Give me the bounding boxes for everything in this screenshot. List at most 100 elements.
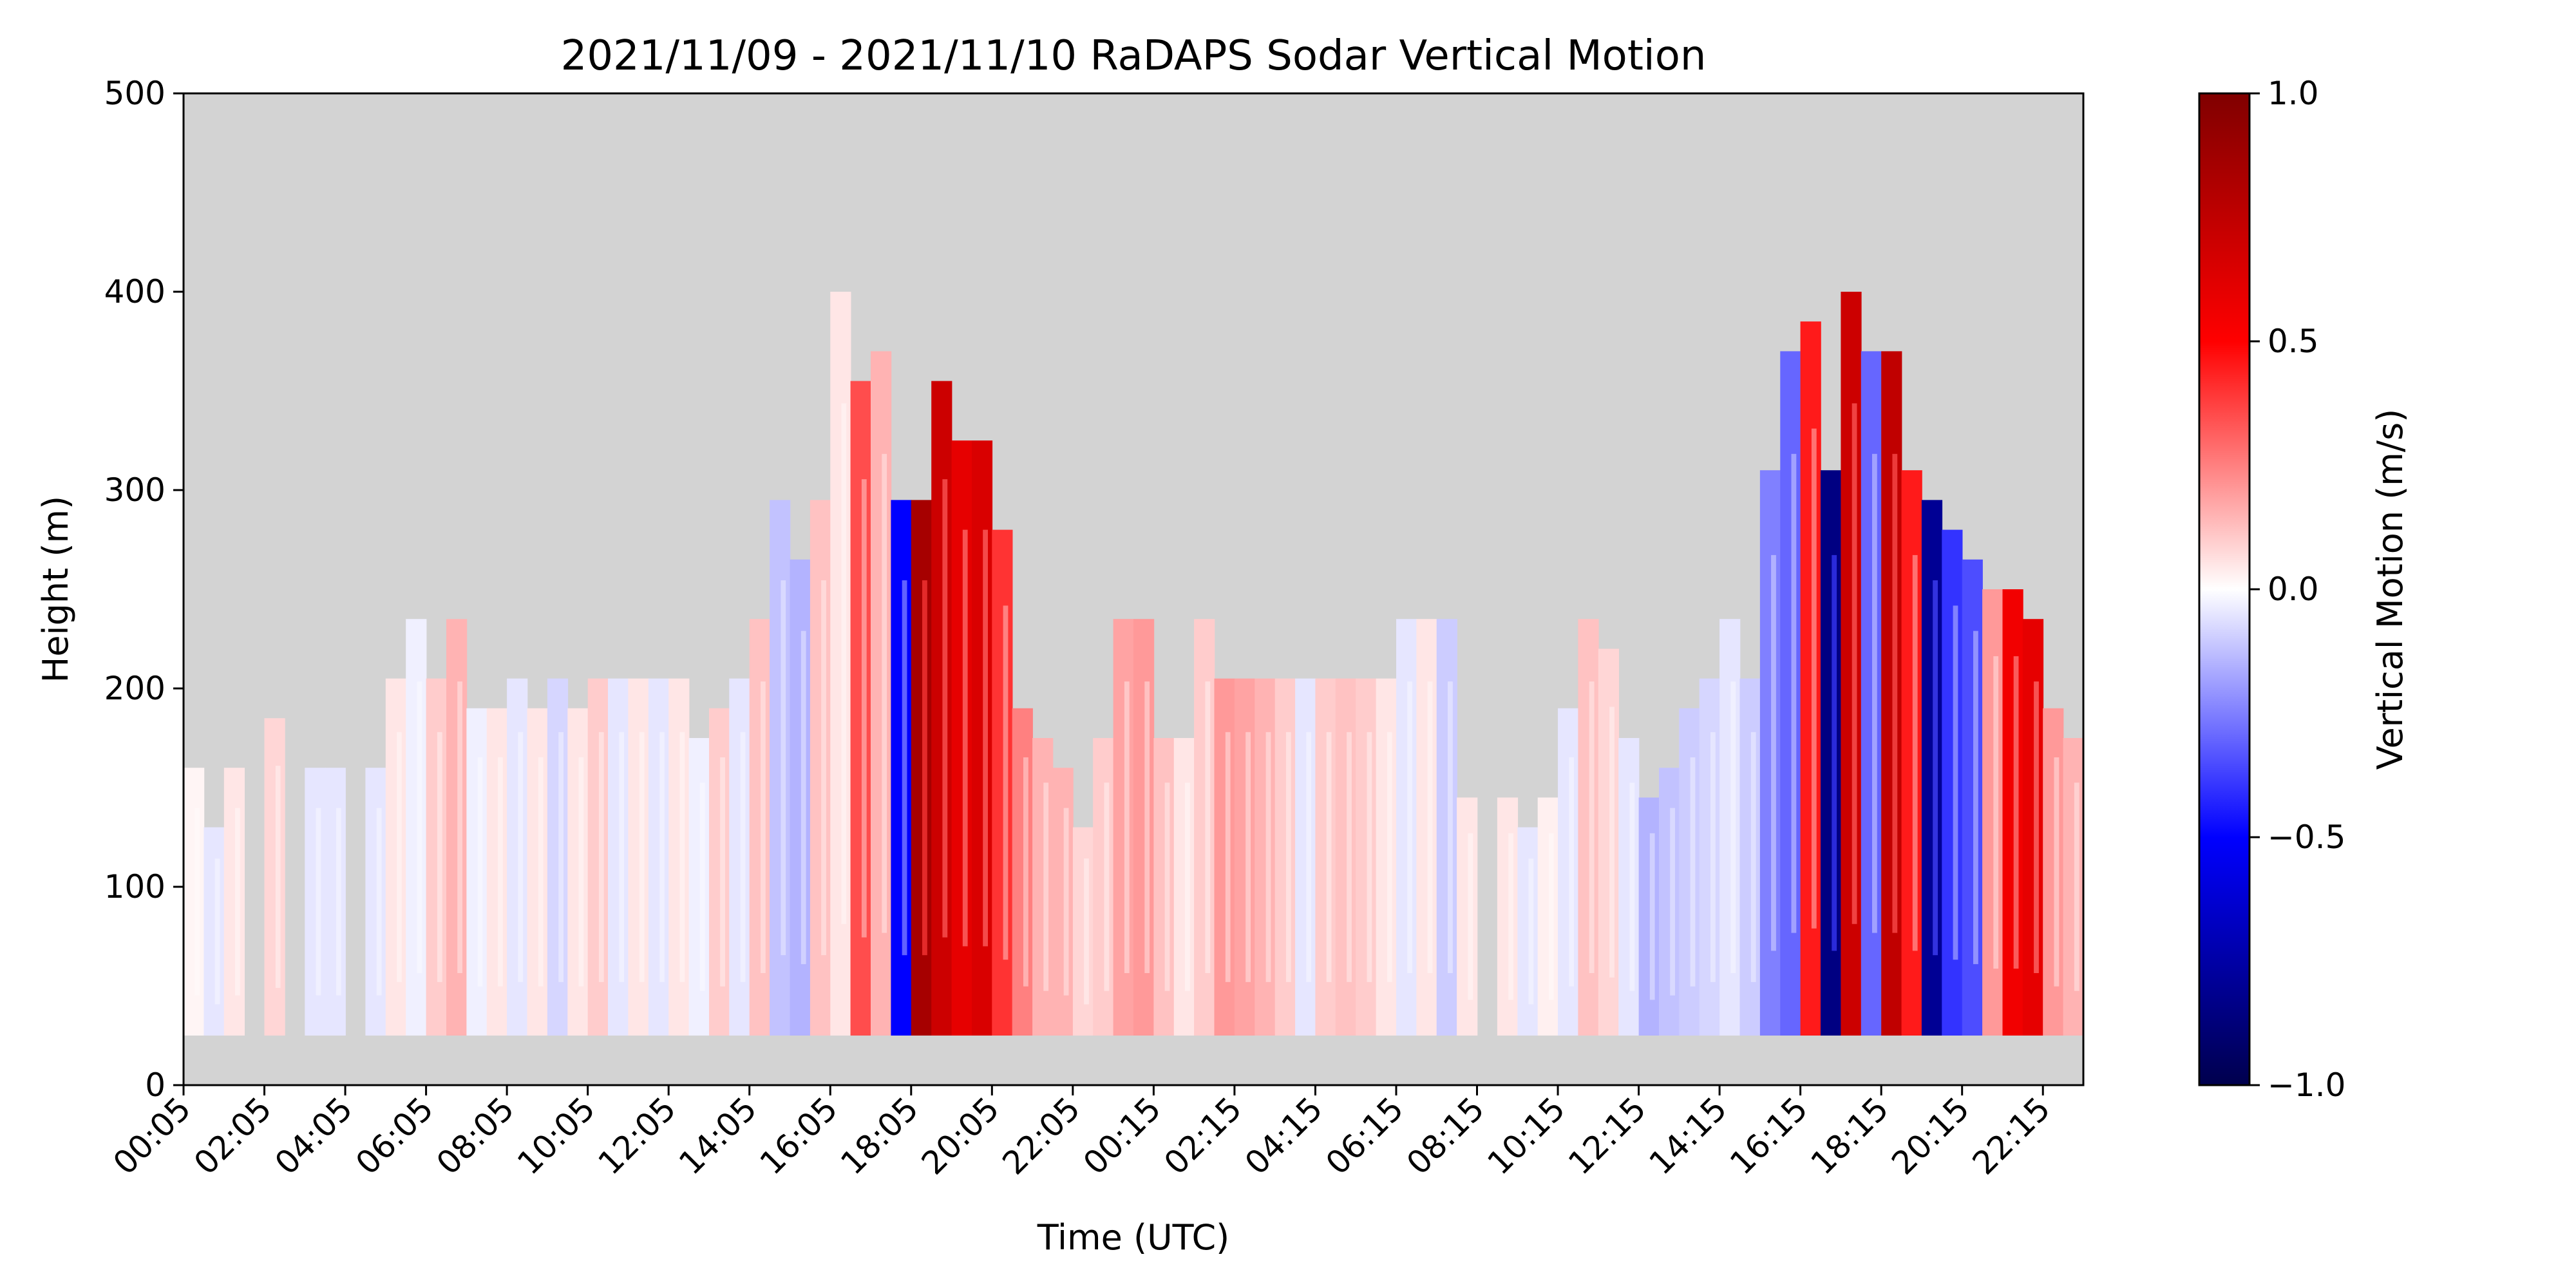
heatmap-cell [1659,768,1680,1036]
heatmap-cell [1255,678,1276,1036]
heatmap-cell [891,500,912,1036]
heatmap-streak [1710,732,1716,982]
heatmap-streak [659,732,665,982]
heatmap-streak [1407,681,1412,973]
heatmap-streak [1973,630,1978,965]
heatmap-cell [305,768,326,1036]
heatmap-streak [598,732,604,982]
heatmap-streak [841,403,847,924]
heatmap-cell [871,351,892,1036]
heatmap-streak [1185,782,1190,991]
heatmap-cell [1719,619,1741,1036]
heatmap-streak [1306,732,1312,982]
heatmap-cell [810,500,831,1036]
heatmap-streak [1629,782,1635,991]
heatmap-cell [325,768,346,1036]
x-tick-label: 08:15 [1399,1090,1492,1182]
heatmap-streak [1892,453,1898,933]
heatmap-cell [911,500,932,1036]
heatmap-cell [729,678,750,1036]
heatmap-streak [194,808,200,996]
plot-frame [182,92,2085,1086]
heatmap-cell [1537,797,1558,1036]
heatmap-streak [781,580,786,956]
colorbar-tick-label: 0.0 [2268,571,2319,608]
x-tick-label: 14:05 [672,1090,764,1182]
heatmap-streak [1347,732,1352,982]
heatmap-cell [688,738,710,1036]
heatmap-streak [902,580,907,956]
heatmap-streak [1912,554,1918,951]
heatmap-streak [518,732,524,982]
heatmap-streak [1569,757,1575,987]
x-tick-label: 12:15 [1561,1090,1653,1182]
heatmap-streak [720,757,725,987]
heatmap-cell [1416,619,1437,1036]
heatmap-cell [951,440,972,1036]
heatmap-cell [1436,619,1457,1036]
heatmap-streak [1084,858,1089,1005]
heatmap-cell [1173,738,1195,1036]
heatmap-streak [1367,732,1372,982]
colorbar-tick-label: 0.5 [2268,323,2319,360]
heatmap-cell [1739,678,1761,1036]
heatmap-streak [761,681,766,973]
heatmap-streak [1265,732,1271,982]
heatmap-cell [1113,619,1134,1036]
heatmap-streak [1670,808,1675,996]
heatmap-cell [608,678,629,1036]
heatmap-streak [1548,833,1554,1000]
heatmap-cell [1214,678,1235,1036]
heatmap-streak [397,732,402,982]
x-tick-label: 14:15 [1642,1090,1734,1182]
heatmap-cell [2002,589,2023,1036]
heatmap-cell [1153,738,1175,1036]
x-tick-label: 02:05 [187,1090,279,1182]
heatmap-cell [1962,559,1983,1036]
heatmap-streak [578,757,584,987]
heatmap-streak [558,732,564,982]
heatmap-streak [1427,681,1433,973]
heatmap-streak [1225,732,1231,982]
heatmap-cell [1861,351,1882,1036]
heatmap-streak [2074,782,2079,991]
heatmap-streak [1205,681,1211,973]
heatmap-streak [1508,833,1513,1000]
colorbar [2198,92,2251,1086]
heatmap-cell [204,827,225,1036]
heatmap-streak [1649,833,1655,1000]
heatmap-streak [1448,681,1453,973]
heatmap-cell [446,619,468,1036]
heatmap-cell [1618,738,1640,1036]
heatmap-streak [800,630,806,965]
colorbar-tick-label: −1.0 [2268,1066,2345,1104]
heatmap-streak [477,757,483,987]
heatmap-cell [850,381,871,1036]
heatmap-cell [1699,678,1720,1036]
heatmap-streak [740,732,746,982]
heatmap-streak [639,732,645,982]
heatmap-cell [1032,738,1054,1036]
x-tick-label: 06:05 [348,1090,440,1182]
heatmap-cell [365,768,386,1036]
heatmap-cell [486,708,507,1036]
heatmap-streak [1528,858,1534,1005]
heatmap-cell [790,559,811,1036]
colorbar-tick-label: −0.5 [2268,819,2345,856]
heatmap-cell [2063,738,2083,1036]
heatmap-cell [1315,678,1336,1036]
x-tick-label: 16:05 [753,1090,845,1182]
heatmap-cell [1679,708,1700,1036]
heatmap-streak [214,858,220,1005]
x-tick-label: 20:05 [914,1090,1007,1182]
heatmap-cell [1194,619,1215,1036]
heatmap-streak [1730,681,1736,973]
heatmap-cell [1457,797,1478,1036]
y-tick-label: 0 [145,1066,166,1104]
heatmap-cell [1274,678,1296,1036]
heatmap-streak [1791,453,1797,933]
heatmap-cell [1942,529,1963,1036]
colorbar-tick-label: 1.0 [2268,75,2319,112]
colorbar-ticks: 1.0 0.5 0.0 −0.5 −1.0 [2249,75,2345,1104]
